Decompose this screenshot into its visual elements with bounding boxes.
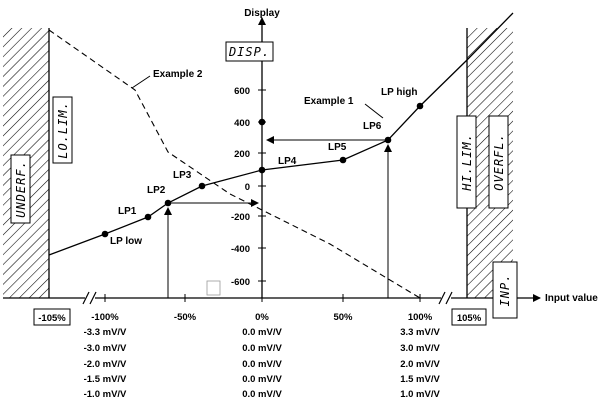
mv-table-cell: 3.0 mV/V <box>400 343 440 354</box>
svg-text:DISP.: DISP. <box>228 45 270 59</box>
x-axis-break-left <box>82 291 97 305</box>
x-axis-break-right <box>438 291 453 305</box>
lp-low-label: LP low <box>110 236 142 247</box>
svg-text:-105%: -105% <box>38 313 66 324</box>
y-tick-label: 0 <box>245 182 250 193</box>
mv-table-cell: 0.0 mV/V <box>242 374 282 385</box>
lp5-point <box>339 156 347 164</box>
marker-square <box>206 280 221 296</box>
svg-text:UNDERF.: UNDERF. <box>14 160 28 218</box>
lp3-point <box>198 182 206 190</box>
lp3-label: LP3 <box>173 170 192 181</box>
svg-text:105%: 105% <box>457 313 482 324</box>
example2-label: Example 2 <box>153 69 203 80</box>
svg-text:INP.: INP. <box>498 274 512 307</box>
svg-text:LO.LIM.: LO.LIM. <box>56 101 70 159</box>
mv-table-cell: 3.3 mV/V <box>400 327 440 338</box>
x-tick-label: 50% <box>333 312 353 323</box>
display-400-point <box>258 118 266 126</box>
x-tick-label: 100% <box>408 312 433 323</box>
mv-table-cell: 0.0 mV/V <box>242 343 282 354</box>
underflow-label: UNDERF. <box>10 154 31 224</box>
x-ticks: -100% -50% 0% 50% 100% -3.3 mV/V -3.0 mV/V -2.0… <box>84 294 440 400</box>
lp5-label: LP5 <box>328 142 347 153</box>
overflow-label: OVERFL. <box>488 115 509 209</box>
x-tick-label: -50% <box>174 312 197 323</box>
x-tick-label: -100% <box>91 312 119 323</box>
lp6-label: LP6 <box>363 121 382 132</box>
example1-label: Example 1 <box>304 96 354 107</box>
y-ticks: 600 400 200 0 -200 -400 -600 <box>231 86 266 288</box>
lp2-label: LP2 <box>147 185 166 196</box>
svg-text:OVERFL.: OVERFL. <box>492 133 506 191</box>
lp-high-point <box>416 102 424 110</box>
lo-limit-label: LO.LIM. <box>52 96 73 164</box>
y-tick-label: 400 <box>234 118 250 129</box>
input-box: INP. <box>492 261 518 319</box>
hi-limit-label: HI.LIM. <box>456 115 477 209</box>
lp1-label: LP1 <box>118 206 137 217</box>
lp6-point <box>384 136 392 144</box>
mv-table-cell: -1.5 mV/V <box>84 374 127 385</box>
boundary-low-box: -105% <box>33 308 71 326</box>
mv-table-cell: 0.0 mV/V <box>242 359 282 370</box>
y-axis-title: Display <box>244 8 280 19</box>
x-tick-label: 0% <box>255 312 269 323</box>
lp4-label: LP4 <box>278 156 297 167</box>
lp-low-point <box>101 230 109 238</box>
boundary-high-box: 105% <box>451 308 487 326</box>
mv-table-cell: -2.0 mV/V <box>84 359 127 370</box>
mv-table-cell: 0.0 mV/V <box>242 327 282 338</box>
example2-leader <box>131 75 151 89</box>
y-tick-label: -600 <box>231 277 250 288</box>
mv-table-cell: 1.0 mV/V <box>400 389 440 400</box>
mv-table-cell: 2.0 mV/V <box>400 359 440 370</box>
mv-table-cell: -3.0 mV/V <box>84 343 127 354</box>
lp4-point <box>258 166 266 174</box>
x-axis-title: Input value <box>545 293 598 304</box>
mv-table-cell: 1.5 mV/V <box>400 374 440 385</box>
mv-table-cell: 0.0 mV/V <box>242 389 282 400</box>
y-tick-label: 600 <box>234 86 250 97</box>
example1-curve <box>48 12 514 256</box>
lp1-point <box>144 213 152 221</box>
svg-text:HI.LIM.: HI.LIM. <box>460 133 474 192</box>
mv-table-cell: -3.3 mV/V <box>84 327 127 338</box>
y-tick-label: -400 <box>231 244 250 255</box>
y-tick-label: 200 <box>234 149 250 160</box>
lp-high-label: LP high <box>381 87 417 98</box>
lp2-point <box>164 199 172 207</box>
display-box: DISP. <box>225 41 274 62</box>
mv-table-cell: -1.0 mV/V <box>84 389 127 400</box>
y-tick-label: -200 <box>231 212 250 223</box>
example1-leader <box>364 103 384 119</box>
example2-curve <box>48 29 421 299</box>
